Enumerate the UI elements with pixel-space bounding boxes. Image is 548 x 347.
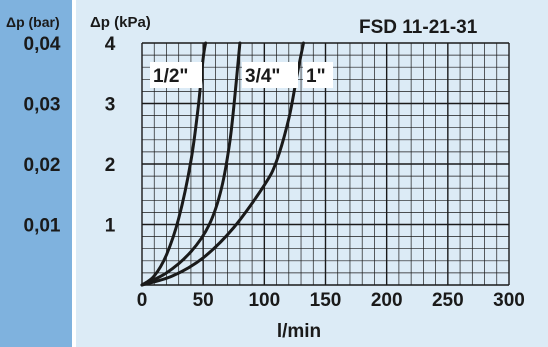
x-tick-label: 50 [193, 290, 214, 311]
secondary-y-tick-label: 0,04 [24, 34, 61, 55]
series-label-one-inch-box [303, 62, 333, 88]
curve-half-inch [140, 41, 208, 287]
series-label-half-inch: 1/2" [153, 66, 188, 87]
y-axis-label: Δp (kPa) [90, 14, 151, 31]
y-tick-label: 2 [105, 155, 116, 176]
grid [141, 42, 510, 286]
chart-title: FSD 11-21-31 [359, 17, 478, 38]
secondary-y-tick-label: 0,01 [24, 216, 61, 237]
x-tick-label: 150 [310, 290, 342, 311]
x-tick-label: 0 [137, 290, 148, 311]
series-label-three-quarter-inch: 3/4" [245, 66, 280, 87]
y-tick-label: 1 [105, 216, 116, 237]
chart-panel [76, 0, 548, 347]
series-label-half-inch-box [150, 62, 202, 88]
secondary-y-axis-label: Δp (bar) [6, 14, 60, 30]
secondary-y-tick-label: 0,03 [24, 95, 61, 116]
x-axis-label: l/min [277, 321, 321, 342]
x-tick-label: 100 [248, 290, 280, 311]
secondary-y-tick-label: 0,02 [24, 155, 61, 176]
y-tick-label: 4 [105, 34, 116, 55]
y-tick-label: 3 [105, 95, 116, 116]
curve-three-quarter-inch [140, 41, 242, 287]
labels: FSD 11-21-31 Δp (bar) Δp (kPa) l/min 1/2… [6, 14, 525, 342]
x-tick-label: 300 [493, 290, 525, 311]
bar-axis-band [0, 0, 72, 347]
x-tick-label: 200 [371, 290, 403, 311]
series-label-three-quarter-inch-box [242, 62, 298, 88]
series-label-one-inch: 1" [306, 66, 326, 87]
x-tick-label: 250 [432, 290, 464, 311]
